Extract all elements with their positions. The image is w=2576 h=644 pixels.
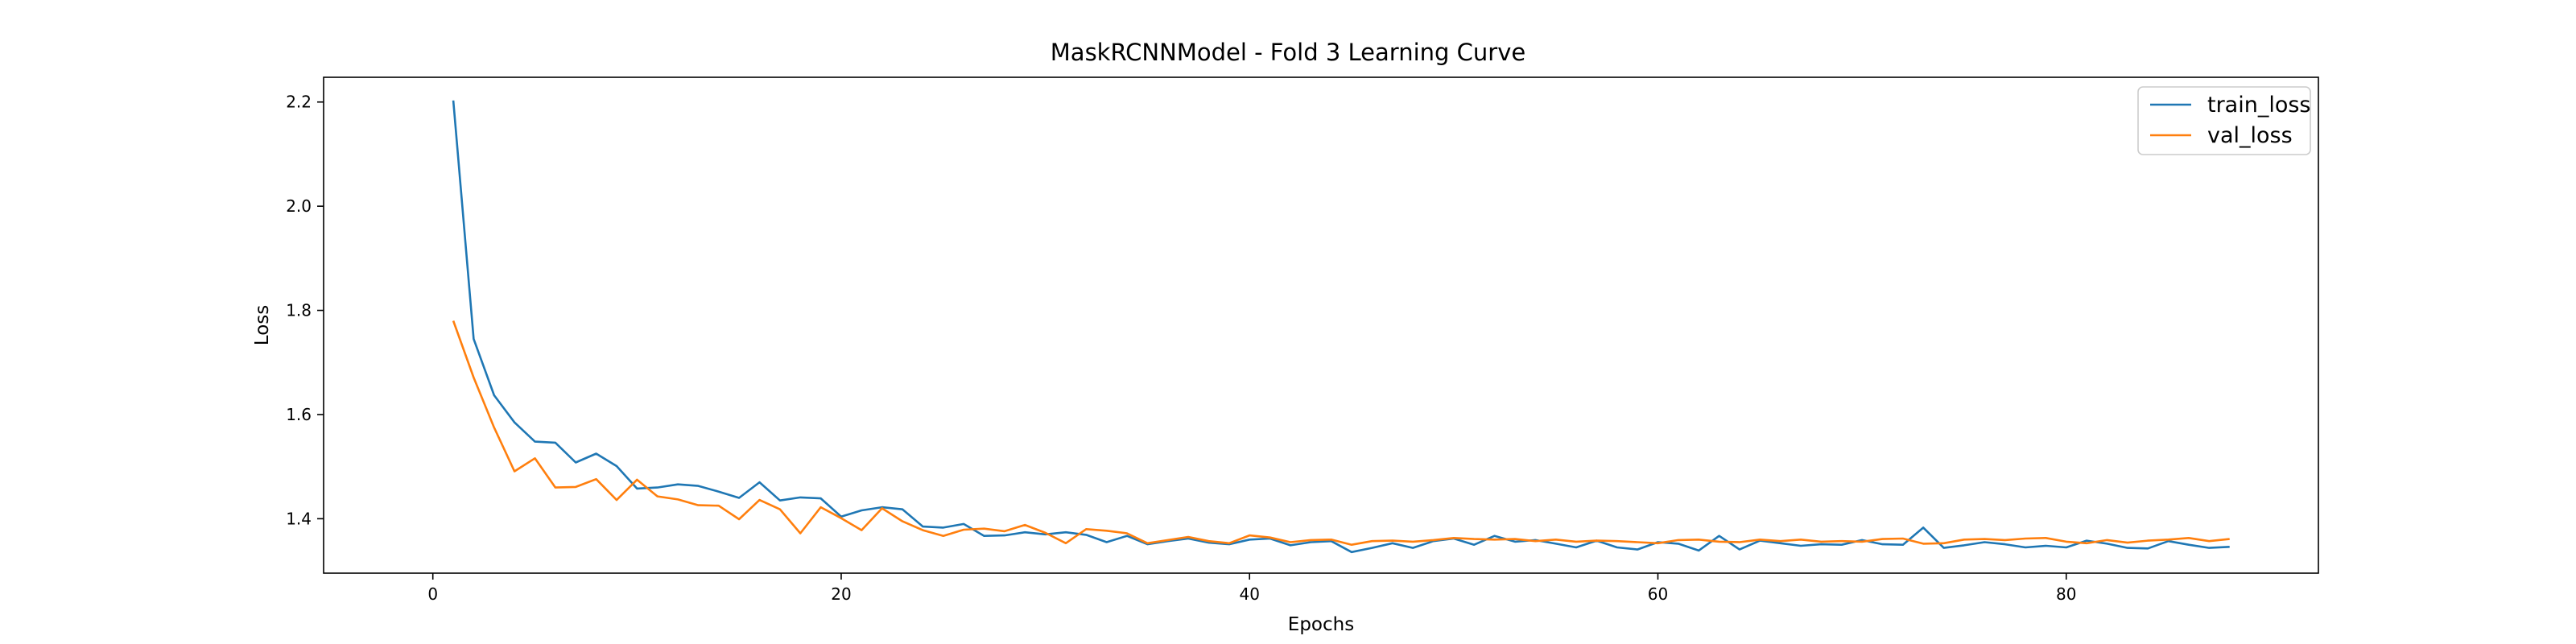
x-axis-title: Epochs (1288, 614, 1354, 635)
x-tick-label: 40 (1240, 584, 1260, 604)
y-axis: 1.4 1.6 1.8 2.0 2.2 (286, 93, 324, 528)
series-layer (452, 100, 2230, 554)
x-axis: 0 20 40 60 80 (427, 573, 2076, 604)
y-tick-label: 2.0 (286, 196, 312, 216)
x-tick-label: 0 (427, 584, 438, 604)
x-tick-label: 60 (1648, 584, 1668, 604)
y-tick-label: 1.4 (286, 509, 312, 528)
legend-label-val-loss: val_loss (2207, 123, 2293, 148)
chart-title: MaskRCNNModel - Fold 3 Learning Curve (1051, 39, 1525, 66)
x-tick-label: 20 (831, 584, 851, 604)
y-axis-title: Loss (252, 305, 273, 345)
y-tick-label: 1.6 (286, 405, 312, 424)
train-loss-line (452, 100, 2230, 554)
legend: train_loss val_loss (2137, 86, 2311, 155)
x-tick-label: 80 (2056, 584, 2076, 604)
y-tick-label: 2.2 (286, 93, 312, 112)
plot-area-frame (323, 76, 2319, 574)
y-tick-label: 1.8 (286, 301, 312, 320)
val-loss-line (452, 320, 2230, 547)
legend-label-train-loss: train_loss (2207, 93, 2311, 118)
